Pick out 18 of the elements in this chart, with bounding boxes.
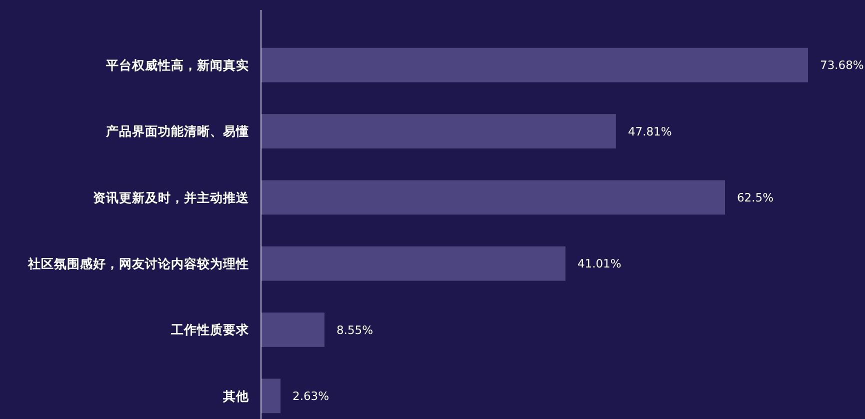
bar bbox=[261, 48, 808, 82]
bar bbox=[261, 246, 566, 281]
data-label: 8.55% bbox=[336, 322, 374, 337]
y-tick-label: 其他 bbox=[222, 388, 250, 404]
data-label: 47.81% bbox=[628, 124, 672, 138]
y-tick-label: 平台权威性高，新闻真实 bbox=[105, 57, 249, 72]
bar bbox=[261, 378, 281, 414]
y-tick-label: 产品界面功能清晰、易懂 bbox=[105, 124, 249, 139]
bar bbox=[261, 114, 616, 148]
data-label: 62.5% bbox=[737, 190, 774, 204]
data-label: 41.01% bbox=[577, 256, 622, 271]
y-tick-label: 社区氛围感好，网友讨论内容较为理性 bbox=[27, 256, 249, 271]
data-label: 73.68% bbox=[820, 58, 864, 72]
y-tick-label: 资讯更新及时，并主动推送 bbox=[93, 190, 249, 205]
data-label: 2.63% bbox=[292, 388, 330, 403]
y-tick-label: 工作性质要求 bbox=[170, 322, 250, 338]
bar bbox=[261, 312, 324, 347]
bar bbox=[261, 180, 725, 215]
